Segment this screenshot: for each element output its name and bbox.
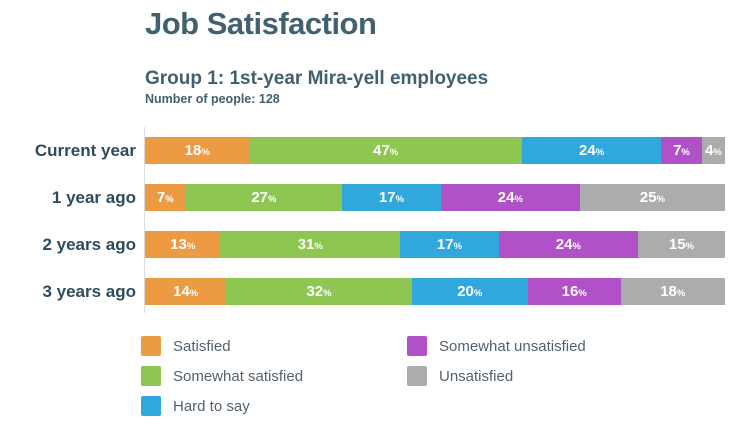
bar-track: 13% 31% 17% 24% 15% <box>145 231 725 258</box>
bar-segment-somewhat-unsatisfied: 24% <box>440 184 580 211</box>
legend-label: Unsatisfied <box>439 367 514 385</box>
chart-legend: Satisfied Somewhat satisfied Hard to say So… <box>141 336 750 416</box>
segment-value: 7% <box>156 188 174 206</box>
legend-label: Somewhat unsatisfied <box>439 337 586 355</box>
bar-segment-satisfied: 7% <box>145 184 186 211</box>
bar-segment-hard-to-say: 17% <box>400 231 499 258</box>
legend-swatch-somewhat-unsatisfied <box>407 336 427 356</box>
bar-segment-satisfied: 14% <box>145 278 227 305</box>
bar-row-1-year-ago: 1 year ago 7% 27% 17% 24% 25% <box>0 184 725 211</box>
stacked-bar-chart: Current year 18% 47% 24% 7% 4% 1 year ago 7% 27%… <box>0 127 725 313</box>
segment-value: 24% <box>555 235 581 253</box>
segment-value: 18% <box>184 141 210 159</box>
bar-segment-somewhat-unsatisfied: 24% <box>498 231 638 258</box>
chart-header: Job Satisfaction Group 1: 1st-year Mira-… <box>145 6 750 106</box>
category-label: 1 year ago <box>51 188 136 207</box>
segment-value: 25% <box>639 188 666 206</box>
segment-value: 18% <box>660 282 686 300</box>
bar-segment-satisfied: 13% <box>145 231 221 258</box>
bar-segment-somewhat-unsatisfied: 7% <box>661 137 702 164</box>
legend-swatch-unsatisfied <box>407 366 427 386</box>
segment-value: 15% <box>668 235 695 253</box>
bar-row-2-years-ago: 2 years ago 13% 31% 17% 24% 15% <box>0 231 725 258</box>
segment-value: 32% <box>306 282 332 300</box>
sample-size-note: Number of people: 128 <box>145 92 280 106</box>
legend-item-hard-to-say: Hard to say <box>141 396 407 416</box>
y-axis-line <box>144 127 145 313</box>
segment-value: 47% <box>373 141 399 159</box>
bar-segment-unsatisfied: 15% <box>637 231 725 258</box>
category-label: 2 years ago <box>42 235 136 254</box>
legend-item-satisfied: Satisfied <box>141 336 407 356</box>
legend-swatch-hard-to-say <box>141 396 161 416</box>
legend-item-unsatisfied: Unsatisfied <box>407 366 673 386</box>
bar-segment-somewhat-satisfied: 27% <box>185 184 343 211</box>
segment-value: 24% <box>579 141 605 159</box>
legend-label: Satisfied <box>173 337 231 355</box>
segment-value: 13% <box>170 235 196 253</box>
bar-segment-unsatisfied: 4% <box>701 137 725 164</box>
segment-value: 16% <box>561 282 587 300</box>
segment-value: 31% <box>297 235 323 253</box>
segment-value: 24% <box>497 188 523 206</box>
category-label: Current year <box>34 141 136 160</box>
legend-swatch-satisfied <box>141 336 161 356</box>
bar-segment-somewhat-satisfied: 31% <box>220 231 401 258</box>
bar-track: 14% 32% 20% 16% 18% <box>145 278 725 305</box>
bar-segment-hard-to-say: 24% <box>521 137 662 164</box>
segment-value: 17% <box>378 188 405 206</box>
legend-item-somewhat-unsatisfied: Somewhat unsatisfied <box>407 336 673 356</box>
legend-swatch-somewhat-satisfied <box>141 366 161 386</box>
category-label: 3 years ago <box>42 282 136 301</box>
bar-segment-satisfied: 18% <box>145 137 250 164</box>
page-title: Job Satisfaction <box>145 6 377 41</box>
group-subtitle: Group 1: 1st-year Mira-yell employees <box>145 68 489 89</box>
bar-segment-unsatisfied: 18% <box>620 278 725 305</box>
legend-label: Somewhat satisfied <box>173 367 304 385</box>
legend-item-somewhat-satisfied: Somewhat satisfied <box>141 366 407 386</box>
legend-label: Hard to say <box>173 397 250 415</box>
bar-segment-somewhat-satisfied: 32% <box>226 278 412 305</box>
segment-value: 17% <box>436 235 463 253</box>
bar-segment-unsatisfied: 25% <box>579 184 725 211</box>
segment-value: 7% <box>673 141 690 159</box>
bar-row-3-years-ago: 3 years ago 14% 32% 20% 16% 18% <box>0 278 725 305</box>
segment-value: 4% <box>704 141 722 159</box>
segment-value: 27% <box>251 188 277 206</box>
bar-row-current-year: Current year 18% 47% 24% 7% 4% <box>0 137 725 164</box>
bar-segment-somewhat-satisfied: 47% <box>249 137 522 164</box>
bar-segment-somewhat-unsatisfied: 16% <box>527 278 621 305</box>
bar-segment-hard-to-say: 20% <box>411 278 528 305</box>
segment-value: 20% <box>457 282 483 300</box>
bar-track: 18% 47% 24% 7% 4% <box>145 137 725 164</box>
bar-track: 7% 27% 17% 24% 25% <box>145 184 725 211</box>
segment-value: 14% <box>173 282 199 300</box>
bar-segment-hard-to-say: 17% <box>342 184 441 211</box>
